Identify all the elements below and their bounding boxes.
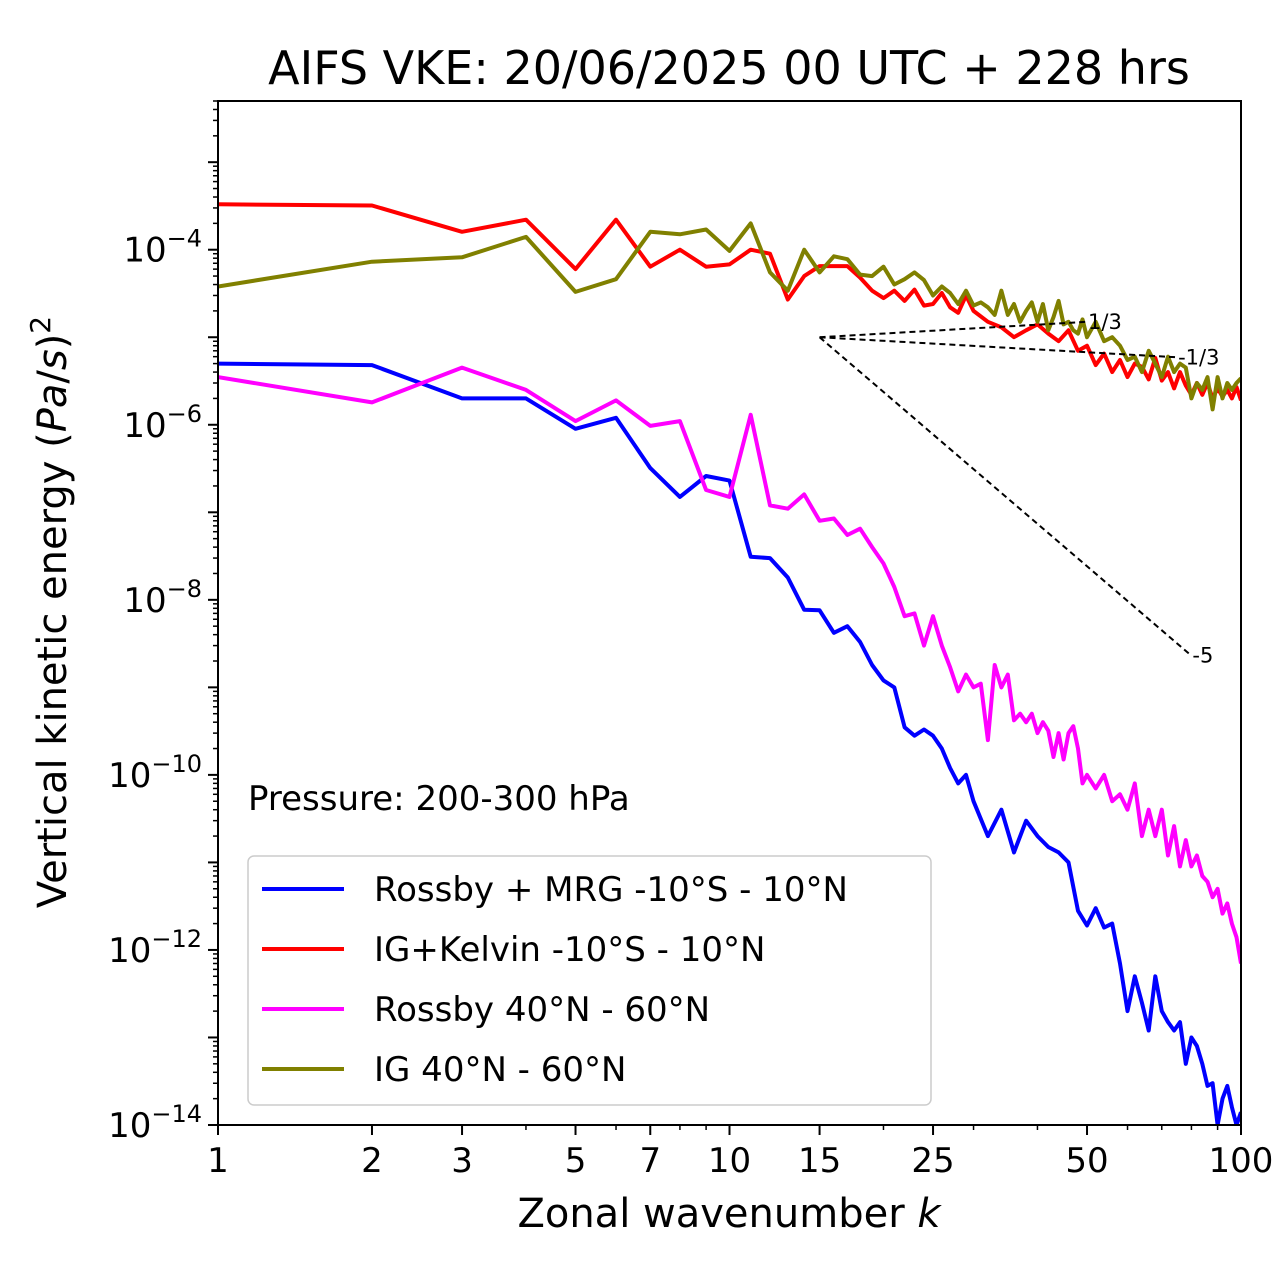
slope-label-1: 1/3: [1088, 310, 1122, 334]
legend-label-1: Rossby + MRG -10°S - 10°N: [374, 870, 848, 910]
y-tick-label: 10−14: [108, 1100, 202, 1146]
x-tick-label: 15: [798, 1141, 841, 1181]
legend: Rossby + MRG -10°S - 10°N IG+Kelvin -10°S…: [247, 855, 932, 1106]
legend-box: [247, 855, 932, 1106]
x-tick-label: 50: [1065, 1141, 1108, 1181]
series-line-4: [218, 221, 1241, 412]
slope-line-3: [818, 336, 1193, 657]
x-tick-label: 1: [207, 1141, 229, 1181]
x-tick-label: 7: [639, 1141, 661, 1181]
x-axis-ticks: 1 2 3 5 7 10 15 25 50 100: [207, 1125, 1273, 1181]
y-axis-ticks: 10−4 10−6 10−8 10−10 10−12 10−14: [108, 100, 218, 1146]
legend-label-2: IG+Kelvin -10°S - 10°N: [374, 930, 765, 970]
y-tick-label: 10−12: [108, 925, 202, 971]
x-tick-label: 100: [1209, 1141, 1274, 1181]
y-tick-label: 10−10: [108, 750, 202, 796]
slope-label-2: -1/3: [1178, 345, 1219, 369]
x-tick-label: 5: [565, 1141, 587, 1181]
x-tick-label: 3: [451, 1141, 473, 1181]
y-tick-label: 10−4: [123, 225, 202, 271]
x-tick-label: 25: [911, 1141, 954, 1181]
series-layer: [218, 202, 1241, 1125]
x-axis-label: Zonal wavenumber k: [517, 1191, 942, 1237]
legend-label-4: IG 40°N - 60°N: [374, 1050, 626, 1090]
y-tick-label: 10−8: [123, 575, 202, 621]
slope-line-1: [819, 320, 1088, 339]
series-line-1: [218, 361, 1241, 1125]
reference-slope-layer: 1/3 -1/3 -5: [818, 310, 1219, 668]
y-axis-label: Vertical kinetic energy (Pa/s)2: [24, 316, 76, 908]
pressure-annotation: Pressure: 200-300 hPa: [248, 779, 630, 819]
slope-line-2: [819, 336, 1178, 359]
legend-label-3: Rossby 40°N - 60°N: [374, 990, 710, 1030]
chart-title: AIFS VKE: 20/06/2025 00 UTC + 228 hrs: [268, 41, 1190, 95]
slope-label-3: -5: [1192, 644, 1213, 668]
series-line-2: [218, 202, 1241, 402]
x-tick-label: 2: [361, 1141, 383, 1181]
y-tick-label: 10−6: [123, 400, 202, 446]
series-line-3: [218, 365, 1241, 964]
x-tick-label: 10: [708, 1141, 751, 1181]
